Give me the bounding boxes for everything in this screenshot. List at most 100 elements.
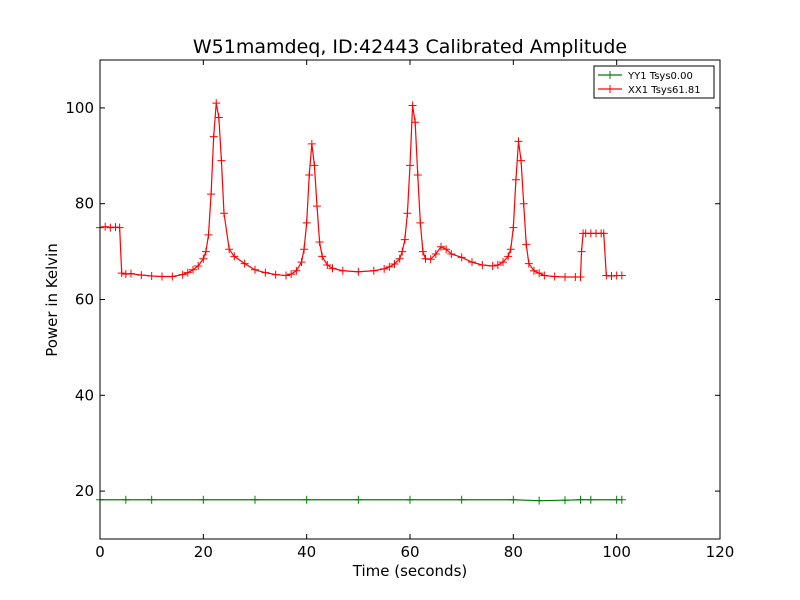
data-point	[217, 156, 226, 165]
data-point	[300, 245, 309, 254]
data-point	[416, 218, 425, 227]
data-point	[194, 261, 203, 270]
data-point	[517, 156, 526, 165]
data-point	[199, 495, 208, 504]
y-tick-label: 20	[75, 482, 94, 500]
data-point	[115, 223, 124, 232]
data-point	[305, 170, 314, 179]
data-point	[406, 161, 414, 170]
series-1	[96, 495, 626, 505]
data-point	[101, 222, 110, 231]
data-point	[292, 266, 301, 275]
data-point	[225, 245, 234, 254]
data-point	[561, 272, 569, 281]
data-point	[315, 238, 324, 247]
data-point	[504, 252, 513, 261]
data-point	[406, 495, 414, 504]
series-line	[99, 103, 622, 278]
data-point	[207, 190, 216, 199]
data-point	[457, 495, 466, 504]
data-point	[576, 272, 585, 281]
data-point	[240, 259, 249, 268]
series-line	[100, 499, 622, 502]
data-point	[499, 258, 507, 267]
data-point	[413, 170, 422, 179]
data-point	[488, 261, 497, 270]
data-point	[297, 258, 306, 267]
data-point	[137, 271, 146, 280]
data-point	[183, 268, 192, 277]
data-point	[400, 235, 409, 244]
data-point	[535, 496, 544, 505]
data-point	[577, 247, 586, 256]
legend-entry: YY1 Tsys0.00	[627, 71, 693, 82]
data-point	[431, 249, 440, 258]
data-point	[408, 101, 417, 110]
data-point	[617, 495, 626, 504]
data-point	[478, 261, 487, 270]
x-tick-label: 100	[602, 543, 631, 561]
plot-frame	[99, 59, 721, 540]
data-point	[369, 266, 378, 275]
axis-ticks: 0 20 40 60 80 100 120 20 40 60 80 100	[65, 60, 734, 561]
data-point	[302, 218, 311, 227]
data-point	[212, 99, 221, 108]
data-point	[561, 496, 569, 505]
data-point	[117, 269, 126, 278]
x-axis-label: Time (seconds)	[352, 562, 468, 580]
data-point	[178, 270, 187, 279]
data-point	[230, 252, 239, 261]
x-tick-label: 0	[95, 543, 105, 561]
x-tick-label: 120	[706, 543, 735, 561]
data-point	[251, 495, 259, 504]
data-point	[380, 264, 389, 273]
y-tick-label: 80	[75, 195, 94, 213]
data-point	[457, 253, 466, 262]
data-point	[524, 259, 533, 268]
data-point	[519, 199, 528, 208]
data-point	[338, 266, 347, 275]
legend-marker	[606, 71, 614, 79]
legend-marker	[606, 85, 614, 93]
data-point	[323, 261, 332, 270]
data-point	[214, 113, 223, 122]
data-point	[271, 270, 280, 279]
data-point	[201, 247, 210, 256]
data-point	[318, 252, 327, 261]
data-point	[540, 271, 549, 280]
data-point	[447, 249, 456, 258]
data-point	[302, 495, 311, 504]
x-tick-label: 60	[400, 543, 419, 561]
data-point	[535, 269, 544, 278]
x-tick-label: 20	[194, 543, 213, 561]
data-point	[437, 242, 445, 251]
x-tick-label: 40	[297, 543, 316, 561]
data-point	[509, 223, 518, 232]
data-point	[493, 261, 502, 270]
data-point	[550, 272, 559, 281]
data-point	[530, 266, 538, 275]
data-point	[617, 271, 626, 280]
data-point	[328, 264, 337, 273]
data-point	[509, 495, 518, 504]
data-point	[251, 265, 259, 274]
data-point	[390, 260, 399, 269]
chart-title: W51mamdeq, ID:42443 Calibrated Amplitude	[193, 36, 627, 58]
data-point	[189, 265, 197, 274]
legend: YY1 Tsys0.00 XX1 Tsys61.81	[593, 65, 715, 99]
data-point	[168, 272, 177, 281]
y-tick-label: 60	[75, 291, 94, 309]
y-tick-label: 40	[75, 386, 94, 404]
data-point	[506, 245, 515, 254]
data-point	[576, 495, 585, 504]
data-point	[442, 245, 451, 254]
data-point	[310, 161, 319, 170]
data-point	[586, 495, 595, 504]
data-point	[403, 209, 412, 218]
data-point	[158, 272, 166, 281]
legend-entry: XX1 Tsys61.81	[628, 85, 701, 96]
data-point	[354, 495, 363, 504]
data-point	[514, 137, 523, 146]
data-point	[522, 240, 531, 249]
